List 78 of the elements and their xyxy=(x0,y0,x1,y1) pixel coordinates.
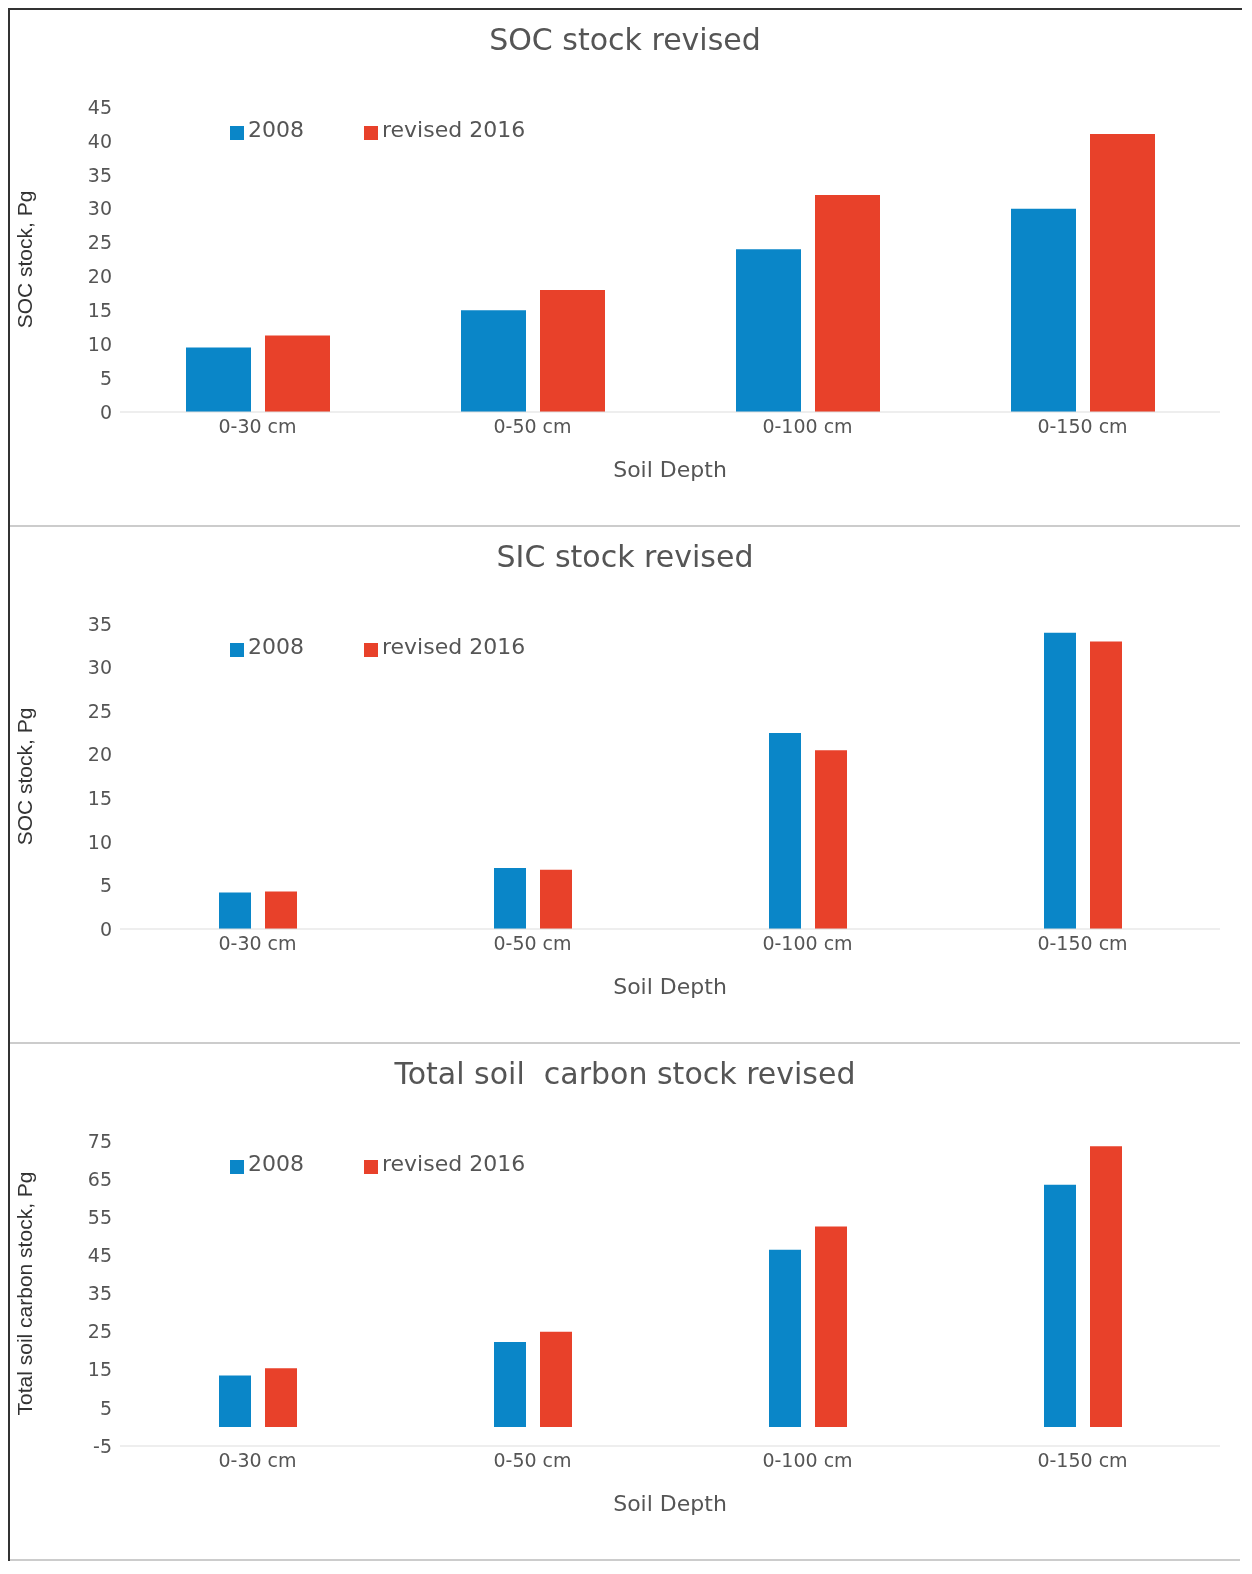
y-tick-label: 30 xyxy=(87,656,112,679)
bar xyxy=(769,1249,801,1427)
y-tick-label: 30 xyxy=(87,197,112,220)
bar xyxy=(1090,134,1155,412)
bar xyxy=(769,732,801,929)
x-tick-label: 0-150 cm xyxy=(1037,932,1128,955)
y-tick-label: 0 xyxy=(99,917,112,940)
x-tick-label: 0-50 cm xyxy=(493,1449,572,1472)
y-tick-label: 35 xyxy=(87,1282,112,1305)
x-tick-label: 0-50 cm xyxy=(493,415,572,438)
y-tick-label: 0 xyxy=(99,400,112,423)
y-tick-label: 20 xyxy=(87,743,112,766)
bar xyxy=(186,347,251,412)
bar xyxy=(219,892,251,929)
y-tick-label: 55 xyxy=(87,1205,112,1228)
bar xyxy=(540,1331,572,1427)
y-axis-title: SOC stock, Pg xyxy=(13,190,37,329)
y-tick-label: 5 xyxy=(99,366,112,389)
legend-label: revised 2016 xyxy=(382,117,526,142)
y-tick-label: 45 xyxy=(87,95,112,118)
y-axis-title: Total soil carbon stock, Pg xyxy=(13,1171,37,1416)
y-tick-label: 40 xyxy=(87,129,112,152)
y-tick-label: 15 xyxy=(87,1358,112,1381)
x-tick-label: 0-50 cm xyxy=(493,932,572,955)
bar xyxy=(1011,208,1076,412)
x-tick-label: 0-100 cm xyxy=(762,1449,853,1472)
y-tick-label: 5 xyxy=(99,1396,112,1419)
y-tick-label: 15 xyxy=(87,787,112,810)
bar xyxy=(494,1341,526,1427)
legend-label: revised 2016 xyxy=(382,634,526,659)
bar xyxy=(1090,641,1122,929)
y-tick-label: 25 xyxy=(87,231,112,254)
bar xyxy=(494,868,526,929)
y-tick-label: 25 xyxy=(87,699,112,722)
y-tick-label: -5 xyxy=(93,1434,112,1457)
legend-label: 2008 xyxy=(248,634,304,659)
bar xyxy=(1044,1184,1076,1427)
x-tick-label: 0-150 cm xyxy=(1037,1449,1128,1472)
bar xyxy=(1044,632,1076,929)
bar xyxy=(265,335,330,412)
x-tick-label: 0-150 cm xyxy=(1037,415,1128,438)
chart-title: SOC stock revised xyxy=(488,21,762,59)
x-tick-label: 0-30 cm xyxy=(218,415,297,438)
y-tick-label: 10 xyxy=(87,830,112,853)
x-tick-label: 0-30 cm xyxy=(218,1449,297,1472)
legend-label: 2008 xyxy=(248,117,304,142)
x-axis-title: Soil Depth xyxy=(613,1491,727,1516)
x-tick-label: 0-30 cm xyxy=(218,932,297,955)
bar xyxy=(540,290,605,412)
x-tick-label: 0-100 cm xyxy=(762,415,853,438)
y-tick-label: 20 xyxy=(87,265,112,288)
bar xyxy=(736,249,801,412)
bar xyxy=(815,750,847,929)
y-tick-label: 35 xyxy=(87,163,112,186)
bar xyxy=(540,869,572,929)
x-axis-title: Soil Depth xyxy=(613,457,727,482)
y-tick-label: 65 xyxy=(87,1167,112,1190)
y-tick-label: 45 xyxy=(87,1244,112,1267)
bar xyxy=(461,310,526,412)
y-tick-label: 15 xyxy=(87,299,112,322)
y-tick-label: 35 xyxy=(87,612,112,635)
chart-title: SIC stock revised xyxy=(495,538,755,576)
y-tick-label: 5 xyxy=(99,874,112,897)
bar xyxy=(1090,1146,1122,1427)
bar xyxy=(815,1226,847,1427)
y-tick-label: 10 xyxy=(87,332,112,355)
legend-label: 2008 xyxy=(248,1151,304,1176)
y-tick-label: 25 xyxy=(87,1320,112,1343)
y-tick-label: 75 xyxy=(87,1129,112,1152)
legend-label: revised 2016 xyxy=(382,1151,526,1176)
bar xyxy=(265,891,297,929)
y-axis-title: SOC stock, Pg xyxy=(13,707,37,846)
chart-title: Total soil carbon stock revised xyxy=(393,1055,857,1093)
bar xyxy=(219,1375,251,1427)
bar xyxy=(265,1368,297,1427)
bar xyxy=(815,195,880,412)
x-axis-title: Soil Depth xyxy=(613,974,727,999)
x-tick-label: 0-100 cm xyxy=(762,932,853,955)
